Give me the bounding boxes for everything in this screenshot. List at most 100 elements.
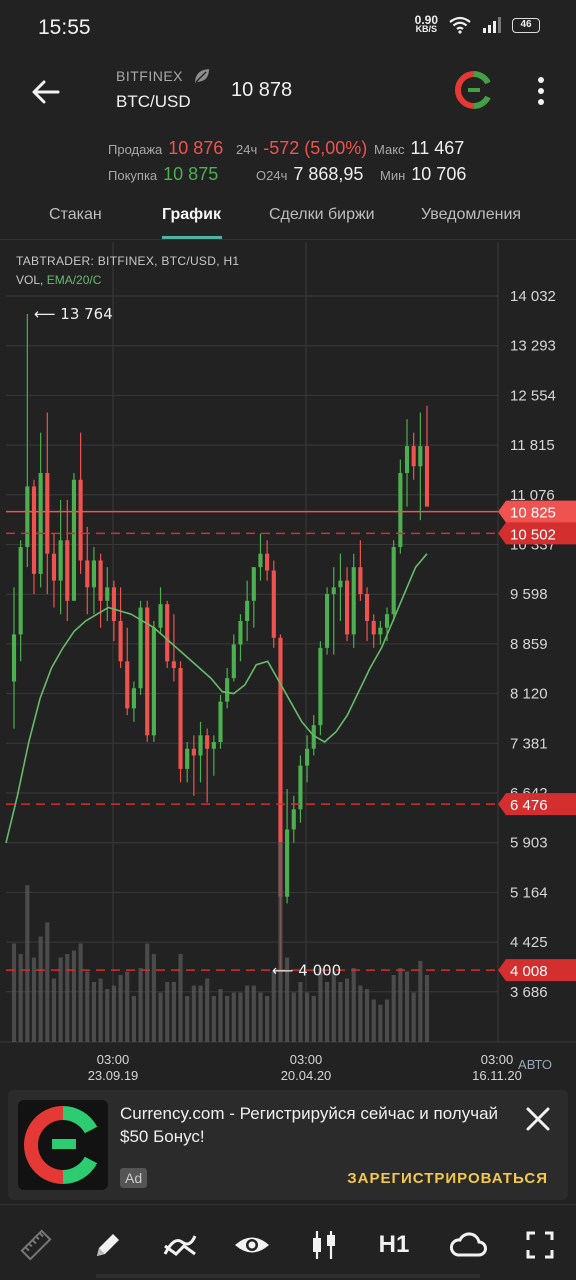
- candle-body: [138, 607, 143, 689]
- candle-body: [338, 580, 343, 588]
- candle-body: [171, 661, 176, 669]
- indicator-vol: VOL,: [16, 273, 47, 287]
- stat-change-value: -572 (5,00%): [263, 138, 368, 158]
- volume-bar: [231, 992, 236, 1042]
- candle-body: [98, 560, 103, 601]
- y-tick-label: 3 686: [510, 984, 548, 1001]
- candle-body: [11, 634, 17, 682]
- candle-body: [331, 587, 336, 595]
- stat-volume-label: О24ч: [256, 168, 288, 183]
- close-icon[interactable]: [523, 1104, 553, 1134]
- candle-body: [251, 567, 256, 601]
- active-tab-indicator: [162, 236, 222, 239]
- candle-body: [51, 553, 57, 581]
- volume-bar: [404, 971, 410, 1042]
- stat-min-value: 10 706: [411, 164, 467, 184]
- candles-icon: [313, 1231, 335, 1259]
- candle-body: [245, 600, 250, 621]
- stat-max: Макс 11 467: [374, 138, 464, 159]
- volume-bar: [278, 842, 283, 1042]
- volume-bar: [211, 996, 216, 1042]
- stat-sell-value: 10 876: [168, 138, 224, 158]
- stat-volume-24h: О24ч 7 868,95: [256, 164, 363, 185]
- x-tick-time: 03:00: [290, 1052, 323, 1067]
- candle-body: [18, 546, 23, 635]
- candle-body: [211, 742, 216, 749]
- stat-buy-value: 10 875: [163, 164, 219, 184]
- volume-bar: [311, 996, 316, 1042]
- trading-pair[interactable]: BTC/USD: [116, 92, 191, 111]
- stat-max-value: 11 467: [410, 138, 465, 158]
- price-line-label: 10 502: [510, 526, 556, 543]
- volume-bar: [151, 954, 156, 1042]
- stat-max-label: Макс: [374, 142, 405, 157]
- register-button[interactable]: ЗАРЕГИСТРИРОВАТЬСЯ: [347, 1170, 548, 1187]
- price-line-tag: [498, 793, 576, 816]
- back-arrow-icon[interactable]: [28, 74, 64, 110]
- volume-bar: [378, 1004, 383, 1042]
- indicators-tool[interactable]: [160, 1225, 200, 1265]
- timeframe-tool[interactable]: H1: [374, 1225, 414, 1265]
- volume-bar: [371, 999, 376, 1042]
- wifi-icon: [449, 16, 471, 34]
- y-tick-label: 5 164: [510, 884, 548, 901]
- candle-body: [178, 668, 183, 769]
- volume-bar: [411, 992, 416, 1042]
- stat-min: Мин 10 706: [380, 164, 466, 185]
- candle-body: [271, 570, 276, 638]
- volume-bar: [58, 957, 63, 1042]
- candle-body: [91, 560, 97, 588]
- x-tick-date: 23.09.19: [88, 1068, 139, 1083]
- candle-body: [205, 735, 210, 749]
- ad-banner[interactable]: Currency.com - Регистрируйся сейчас и по…: [8, 1090, 568, 1200]
- volume-bar: [158, 992, 163, 1042]
- volume-bar: [325, 982, 330, 1042]
- ruler-tool[interactable]: [16, 1225, 56, 1265]
- tab-exchange-trades[interactable]: Сделки биржи: [269, 206, 375, 223]
- candle-body: [318, 647, 323, 726]
- exchange-name: BITFINEX: [116, 68, 184, 84]
- volume-bar: [65, 954, 70, 1042]
- currency-com-logo-icon[interactable]: [454, 70, 494, 110]
- y-tick-label: 7 381: [510, 735, 548, 752]
- stat-volume-value: 7 868,95: [293, 164, 364, 184]
- volume-bar: [38, 936, 43, 1042]
- candle-body: [185, 748, 190, 769]
- fullscreen-icon: [526, 1231, 554, 1259]
- draw-tool[interactable]: [88, 1225, 128, 1265]
- ad-logo[interactable]: [18, 1100, 108, 1190]
- auto-scale-button[interactable]: АВТО: [518, 1057, 552, 1072]
- high-price-annotation: ⟵ 13 764: [34, 305, 113, 323]
- volume-bar: [384, 999, 390, 1042]
- leaf-icon: [195, 69, 209, 83]
- market-stats: Продажа 10 876 Покупка 10 875 24ч -572 (5,0…: [0, 136, 576, 188]
- candle-body: [78, 479, 83, 561]
- chart-type-tool[interactable]: [304, 1225, 344, 1265]
- tab-notifications[interactable]: Уведомления: [421, 206, 522, 223]
- x-tick-time: 03:00: [481, 1052, 514, 1067]
- price-line-label: 4 008: [510, 963, 548, 980]
- candle-body: [231, 644, 236, 679]
- y-tick-label: 11 076: [510, 487, 555, 504]
- ad-title[interactable]: Currency.com - Регистрируйся сейчас и по…: [120, 1104, 499, 1146]
- cloud-sync-tool[interactable]: [448, 1225, 488, 1265]
- tab-order-book[interactable]: Стакан: [49, 206, 102, 223]
- visibility-tool[interactable]: [232, 1225, 272, 1265]
- fullscreen-tool[interactable]: [520, 1225, 560, 1265]
- candle-body: [131, 688, 136, 709]
- volume-bar: [85, 971, 90, 1042]
- stat-buy-label: Покупка: [108, 168, 158, 183]
- more-menu-icon[interactable]: [524, 74, 558, 108]
- indicator-list[interactable]: VOL, EMA/20/C: [16, 273, 101, 287]
- tab-chart[interactable]: График: [162, 206, 221, 223]
- app-header: BITFINEX BTC/USD 10 878: [0, 58, 576, 128]
- volume-bar: [318, 968, 323, 1042]
- volume-bar: [18, 954, 23, 1042]
- volume-bar: [258, 992, 263, 1042]
- x-tick-date: 16.11.20: [472, 1068, 522, 1083]
- volume-bar: [344, 978, 350, 1042]
- y-tick-label: 14 032: [510, 288, 556, 305]
- candle-body: [238, 620, 243, 645]
